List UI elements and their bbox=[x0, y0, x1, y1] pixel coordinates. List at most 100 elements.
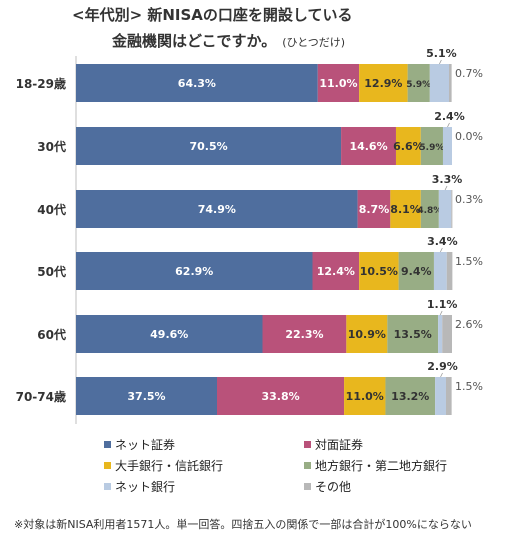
bar-segment bbox=[433, 252, 447, 290]
legend-swatch bbox=[304, 462, 311, 469]
bar-segment bbox=[385, 377, 436, 415]
data-label: 5.1% bbox=[426, 47, 457, 60]
bar-segment bbox=[217, 377, 345, 415]
legend-swatch bbox=[304, 441, 311, 448]
category-label: 50代 bbox=[37, 264, 66, 279]
category-label: 60代 bbox=[37, 327, 66, 342]
data-label: 12.4% bbox=[317, 265, 355, 278]
legend-item: 対面証券 bbox=[304, 436, 484, 453]
data-label: 14.6% bbox=[349, 140, 387, 153]
leader-line bbox=[444, 185, 448, 191]
bar-segment bbox=[420, 127, 443, 165]
legend-item: ネット銀行 bbox=[104, 478, 304, 495]
data-label: 5.9% bbox=[406, 80, 431, 90]
bar-segment bbox=[312, 252, 360, 290]
legend-item: ネット証券 bbox=[104, 436, 304, 453]
bar-segment bbox=[451, 190, 453, 228]
bar-segment bbox=[442, 315, 452, 353]
data-label: 10.5% bbox=[360, 265, 398, 278]
data-label: 74.9% bbox=[198, 203, 236, 216]
legend-label: 対面証券 bbox=[315, 438, 364, 452]
bar-segment bbox=[344, 377, 386, 415]
category-label: 70-74歳 bbox=[16, 389, 66, 404]
chart-title-line1: <年代別> 新NISAの口座を開設している bbox=[72, 6, 353, 24]
data-label: 0.7% bbox=[455, 67, 483, 80]
bar-segment bbox=[435, 377, 446, 415]
data-label: 5.9% bbox=[419, 143, 444, 153]
data-label: 3.4% bbox=[427, 235, 458, 248]
data-label: 22.3% bbox=[285, 328, 323, 341]
bar-segment bbox=[398, 252, 434, 290]
bar-segment bbox=[438, 315, 443, 353]
category-label: 30代 bbox=[37, 139, 66, 154]
legend-label: ネット証券 bbox=[115, 438, 176, 452]
data-label: 6.6% bbox=[393, 140, 424, 153]
bar-segment bbox=[346, 315, 388, 353]
bar-segment bbox=[429, 64, 449, 102]
bar-segment bbox=[446, 252, 453, 290]
bar-segment bbox=[76, 252, 313, 290]
bar-segment bbox=[262, 315, 347, 353]
data-label: 12.9% bbox=[364, 77, 402, 90]
bar-segment bbox=[76, 190, 358, 228]
legend-item: その他 bbox=[304, 478, 484, 495]
bar-segment bbox=[448, 64, 452, 102]
legend-label: 地方銀行・第二地方銀行 bbox=[315, 459, 448, 473]
footnote: ※対象は新NISA利用者1571人。単一回答。四捨五入の関係で一部は合計が100… bbox=[14, 518, 472, 531]
leader-line bbox=[447, 122, 450, 128]
chart-title-main: 金融機関はどこですか。 bbox=[112, 32, 277, 50]
category-label: 18-29歳 bbox=[16, 76, 66, 91]
data-label: 11.0% bbox=[346, 390, 384, 403]
legend-label: ネット銀行 bbox=[115, 480, 176, 494]
bar-segment bbox=[76, 127, 342, 165]
data-label: 1.5% bbox=[455, 380, 483, 393]
legend-label: 大手銀行・信託銀行 bbox=[115, 459, 224, 473]
data-label: 2.6% bbox=[455, 318, 483, 331]
data-label: 0.0% bbox=[455, 130, 483, 143]
bar-segment bbox=[76, 64, 318, 102]
legend-swatch bbox=[304, 483, 311, 490]
leader-line bbox=[440, 372, 443, 378]
bar-segment bbox=[359, 252, 399, 290]
data-label: 33.8% bbox=[261, 390, 299, 403]
data-label: 10.9% bbox=[348, 328, 386, 341]
stacked-bar-chart: 18-29歳 64.3% 11.0% 12.9% 5.9% 5.1% 0.7% 30代 70.5… bbox=[16, 47, 483, 424]
leader-line bbox=[439, 310, 443, 316]
data-label: 49.6% bbox=[150, 328, 188, 341]
data-label: 4.8% bbox=[417, 206, 442, 216]
data-label: 37.5% bbox=[127, 390, 165, 403]
data-label: 64.3% bbox=[178, 77, 216, 90]
legend-item: 地方銀行・第二地方銀行 bbox=[304, 457, 484, 474]
category-label: 40代 bbox=[37, 202, 66, 217]
data-label: 13.2% bbox=[391, 390, 429, 403]
data-label: 13.5% bbox=[394, 328, 432, 341]
data-label: 8.1% bbox=[390, 203, 421, 216]
bar-segment bbox=[407, 64, 430, 102]
bar-segment bbox=[442, 127, 452, 165]
bar-segment bbox=[317, 64, 360, 102]
bar-segment bbox=[390, 190, 421, 228]
data-label: 2.9% bbox=[427, 360, 458, 373]
data-label: 62.9% bbox=[175, 265, 213, 278]
bar-segment bbox=[341, 127, 396, 165]
bar-segment bbox=[359, 64, 408, 102]
bar-segment bbox=[387, 315, 439, 353]
data-label: 70.5% bbox=[189, 140, 227, 153]
bar-segment bbox=[357, 190, 391, 228]
bar-segment bbox=[76, 315, 263, 353]
bar-segment bbox=[76, 377, 217, 415]
data-label: 8.7% bbox=[359, 203, 390, 216]
legend-swatch bbox=[104, 462, 111, 469]
legend-swatch bbox=[104, 483, 111, 490]
leader-line bbox=[439, 247, 443, 253]
data-label: 2.4% bbox=[434, 110, 465, 123]
legend-item: 大手銀行・信託銀行 bbox=[104, 457, 304, 474]
bar-segment bbox=[438, 190, 452, 228]
bar-segment bbox=[445, 377, 452, 415]
bar-segment bbox=[395, 127, 421, 165]
data-label: 9.4% bbox=[401, 265, 432, 278]
data-label: 11.0% bbox=[319, 77, 357, 90]
chart-title-line2: 金融機関はどこですか。 (ひとつだけ) bbox=[112, 30, 345, 51]
legend: ネット証券 対面証券大手銀行・信託銀行 地方銀行・第二地方銀行ネット銀行 その他 bbox=[104, 436, 484, 495]
data-label: 0.3% bbox=[455, 193, 483, 206]
